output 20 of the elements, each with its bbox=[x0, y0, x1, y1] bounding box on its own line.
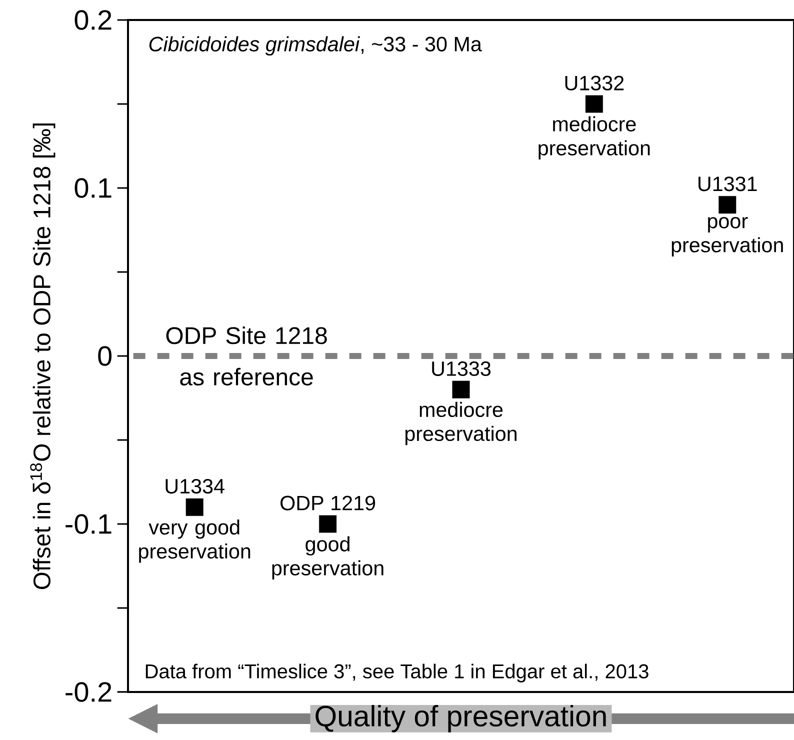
y-tick-label: -0.1 bbox=[66, 514, 112, 534]
series-label: U1334 bbox=[166, 478, 224, 494]
series-label: U1331 bbox=[698, 176, 757, 192]
y-tick-label: 0 bbox=[98, 346, 112, 366]
annotation: very good preservation bbox=[139, 519, 250, 563]
ref-line-label: ODP Site 1218 as reference bbox=[166, 326, 327, 386]
y-tick-label: -0.2 bbox=[66, 682, 112, 702]
series-label: U1332 bbox=[565, 76, 624, 90]
x-axis-title: Quality of preservation bbox=[316, 704, 606, 732]
annotation: mediocre preservation bbox=[538, 116, 650, 160]
y-tick-label: 0.1 bbox=[74, 178, 112, 198]
text: Cibicidoides grimsdalei, ~33 - 30 Ma bbox=[149, 36, 482, 56]
series-label: U1333 bbox=[432, 361, 491, 376]
y-tick-label: 0.2 bbox=[74, 10, 112, 30]
y-axis-title: Offset in δ$^{18}$O relative to ODP Site 1218 [‰] bbox=[30, 124, 56, 590]
series-label: ODP 1219 bbox=[280, 496, 376, 510]
annotation: good preservation bbox=[272, 536, 384, 580]
annotation: poor preservation bbox=[672, 217, 783, 256]
annotation: Data from “Timeslice 3”, see Table 1 in Edgar et al., 2013 bbox=[146, 664, 648, 682]
annotation: mediocre preservation bbox=[405, 402, 516, 446]
